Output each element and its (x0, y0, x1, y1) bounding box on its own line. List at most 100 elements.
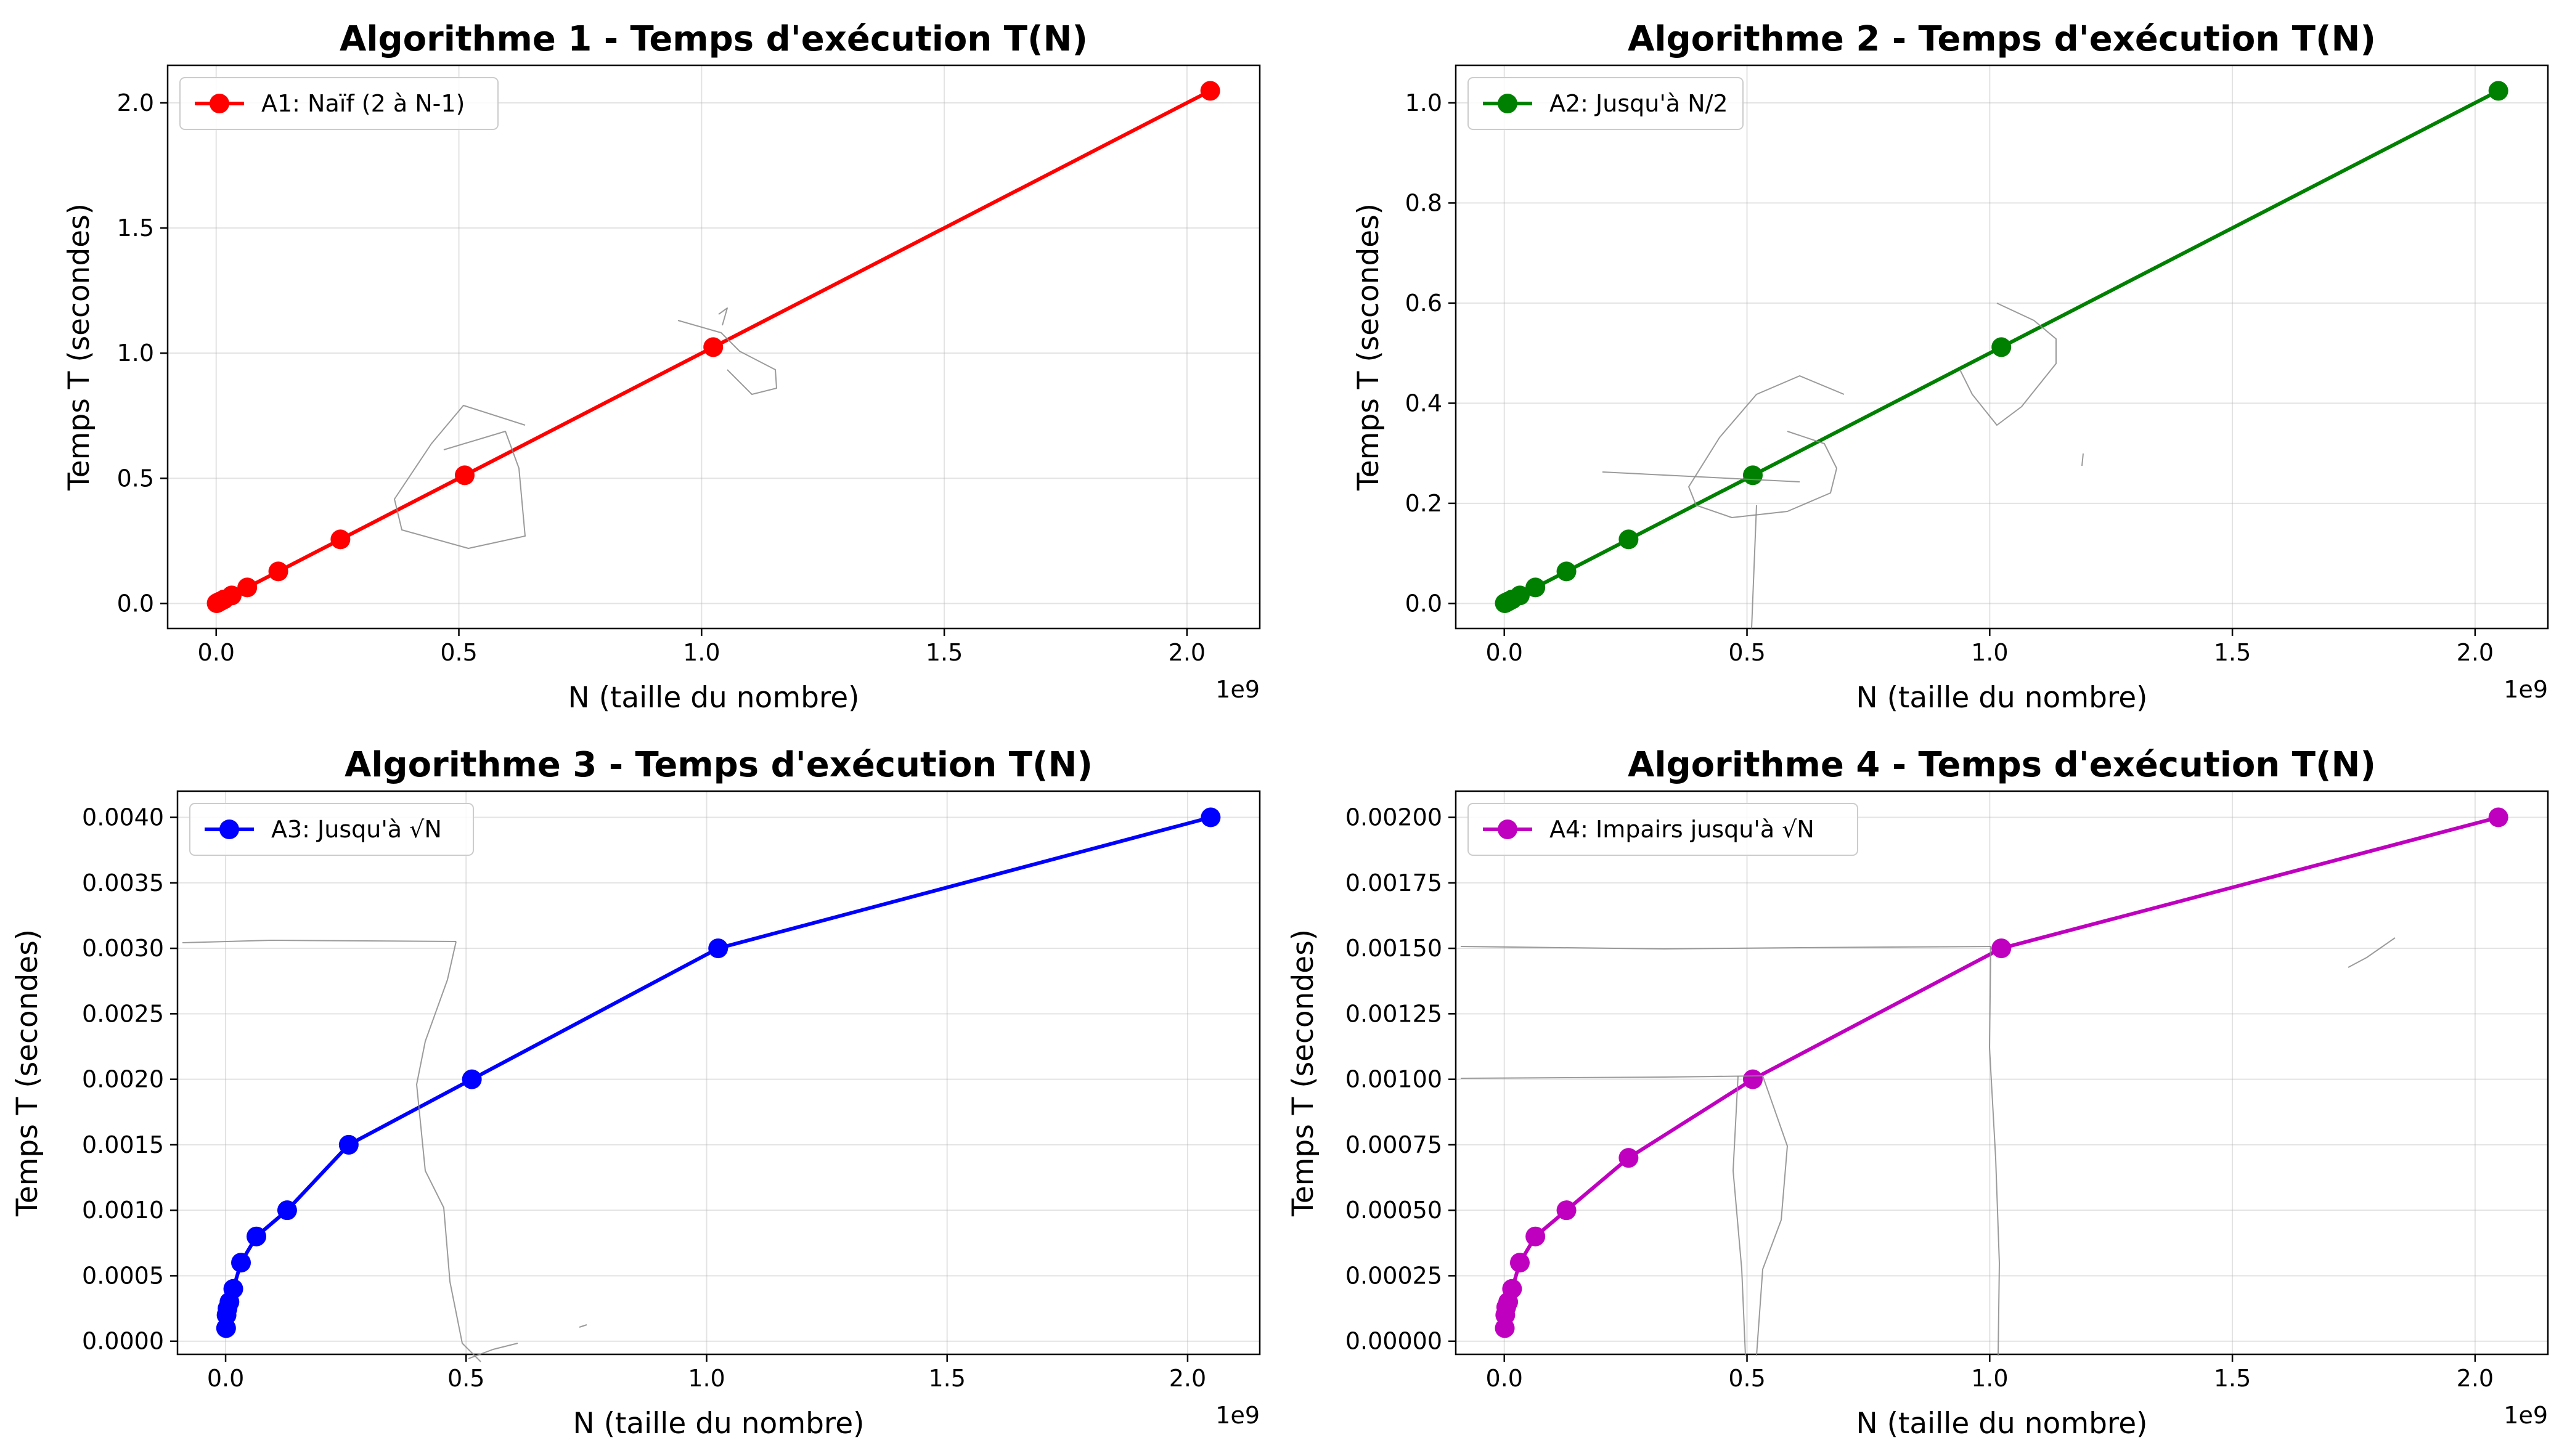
annotation-stroke (182, 940, 457, 943)
annotation-stroke (1732, 1075, 1746, 1356)
x-tick-label: 1.0 (1971, 639, 2008, 666)
data-point (1618, 529, 1639, 550)
x-tick-label: 1.5 (926, 639, 963, 666)
data-point (1742, 465, 1763, 486)
annotation-stroke (1959, 303, 2057, 426)
data-point (703, 337, 724, 357)
plot-area (1456, 791, 2548, 1354)
y-tick-label: 0.0030 (82, 935, 164, 962)
annotation-stroke (416, 941, 481, 1362)
data-point (1525, 1226, 1546, 1247)
data-point (2488, 81, 2508, 101)
annotation-stroke (718, 307, 728, 326)
legend-marker (219, 820, 239, 839)
x-tick-label: 2.0 (2457, 1365, 2494, 1392)
y-tick-label: 0.0 (1405, 590, 1442, 617)
x-tick-label: 1.0 (688, 1365, 725, 1392)
x-axis-label: N (taille du nombre) (573, 1407, 865, 1441)
legend-label: A4: Impairs jusqu'à √N (1549, 816, 1814, 843)
data-point (330, 529, 351, 550)
x-tick-label: 0.0 (1486, 639, 1523, 666)
y-tick-label: 0.00100 (1345, 1066, 1442, 1093)
x-tick-label: 1.0 (683, 639, 720, 666)
y-tick-label: 0.0005 (82, 1262, 164, 1289)
y-axis-label: Temps T (secondes) (10, 929, 44, 1217)
data-point (2488, 807, 2508, 828)
y-tick-label: 0.4 (1405, 389, 1442, 417)
data-point (1509, 585, 1530, 606)
annotation-stroke (1751, 505, 1757, 629)
chart-title: Algorithme 4 - Temps d'exécution T(N) (1628, 745, 2376, 785)
annotation-stroke (394, 405, 526, 549)
data-point (1201, 807, 1221, 828)
axes-frame (1455, 790, 2549, 1356)
data-point (1991, 337, 2012, 357)
x-tick-label: 0.5 (1728, 639, 1765, 666)
annotation-stroke (1460, 946, 1991, 950)
chart-panel-3: 0.0 0.5 1.0 1.5 2.0 0.0000 0.0005 0.0010 0.0015 0… (10, 745, 1261, 1441)
x-tick-label: 2.0 (1169, 639, 1206, 666)
legend: A1: Naïf (2 à N-1) (179, 77, 499, 130)
x-tick-label: 0.5 (447, 1365, 484, 1392)
x-tick-label: 0.0 (1486, 1365, 1523, 1392)
legend: A4: Impairs jusqu'à √N (1467, 803, 1858, 856)
y-tick-label: 0.0035 (82, 869, 164, 897)
annotation-stroke (1460, 1075, 1763, 1079)
annotation-stroke (1688, 375, 1845, 518)
annotation-stroke (2081, 453, 2084, 466)
x-offset-label: 1e9 (2504, 676, 2548, 703)
legend-box (179, 77, 499, 130)
chart-title: Algorithme 2 - Temps d'exécution T(N) (1628, 19, 2376, 59)
data-point (1618, 1148, 1639, 1168)
y-tick-label: 0.0000 (82, 1328, 164, 1355)
data-point (454, 465, 475, 486)
y-tick-label: 0.0040 (82, 804, 164, 831)
data-point (268, 561, 288, 582)
data-point (1525, 577, 1546, 598)
legend-box (1467, 77, 1744, 130)
chart-panel-4: 0.0 0.5 1.0 1.5 2.0 0.00000 0.00025 0.00050 0.00… (1286, 745, 2549, 1441)
x-tick-label: 0.5 (1728, 1365, 1765, 1392)
x-tick-label: 0.0 (207, 1365, 244, 1392)
annotation-stroke (677, 320, 777, 395)
x-tick-label: 1.0 (1971, 1365, 2008, 1392)
legend: A2: Jusqu'à N/2 (1467, 77, 1744, 130)
y-tick-label: 0.0010 (82, 1197, 164, 1224)
legend-label: A1: Naïf (2 à N-1) (261, 90, 465, 117)
axes-frame (176, 790, 1261, 1356)
data-point (231, 1253, 251, 1273)
chart-panel-2: 0.0 0.5 1.0 1.5 2.0 0.0 0.2 0.4 0.6 0.8 1.0 1e9 Algo… (1352, 19, 2549, 715)
legend-marker (1498, 94, 1517, 113)
legend-marker (1498, 820, 1517, 839)
x-offset-label: 1e9 (2504, 1402, 2548, 1429)
y-tick-label: 0.00150 (1345, 935, 1442, 962)
x-tick-label: 2.0 (2457, 639, 2494, 666)
data-point (1556, 561, 1577, 582)
x-tick-label: 2.0 (1169, 1365, 1206, 1392)
legend-box (1467, 803, 1858, 856)
data-point (221, 585, 242, 606)
data-point (1200, 81, 1220, 101)
x-tick-label: 0.5 (440, 639, 477, 666)
x-offset-label: 1e9 (1215, 676, 1260, 703)
y-tick-label: 0.8 (1405, 189, 1442, 216)
annotation-stroke (579, 1324, 587, 1328)
legend-box (189, 803, 474, 856)
legend-label: A3: Jusqu'à √N (271, 816, 442, 843)
y-tick-label: 1.5 (117, 214, 154, 242)
y-tick-label: 0.00175 (1345, 869, 1442, 897)
axes-frame (166, 64, 1261, 630)
y-tick-label: 0.0020 (82, 1066, 164, 1093)
legend-label: A2: Jusqu'à N/2 (1549, 90, 1728, 117)
y-tick-label: 0.00125 (1345, 1000, 1442, 1027)
y-tick-label: 0.00025 (1345, 1262, 1442, 1289)
data-point (462, 1069, 482, 1089)
y-tick-label: 0.0 (117, 590, 154, 617)
chart-title: Algorithme 1 - Temps d'exécution T(N) (340, 19, 1088, 59)
y-tick-label: 1.0 (1405, 89, 1442, 116)
data-point (1509, 1253, 1530, 1273)
annotation-stroke (1989, 946, 2000, 1356)
y-tick-label: 0.5 (117, 465, 154, 492)
plot-area (178, 791, 1260, 1354)
